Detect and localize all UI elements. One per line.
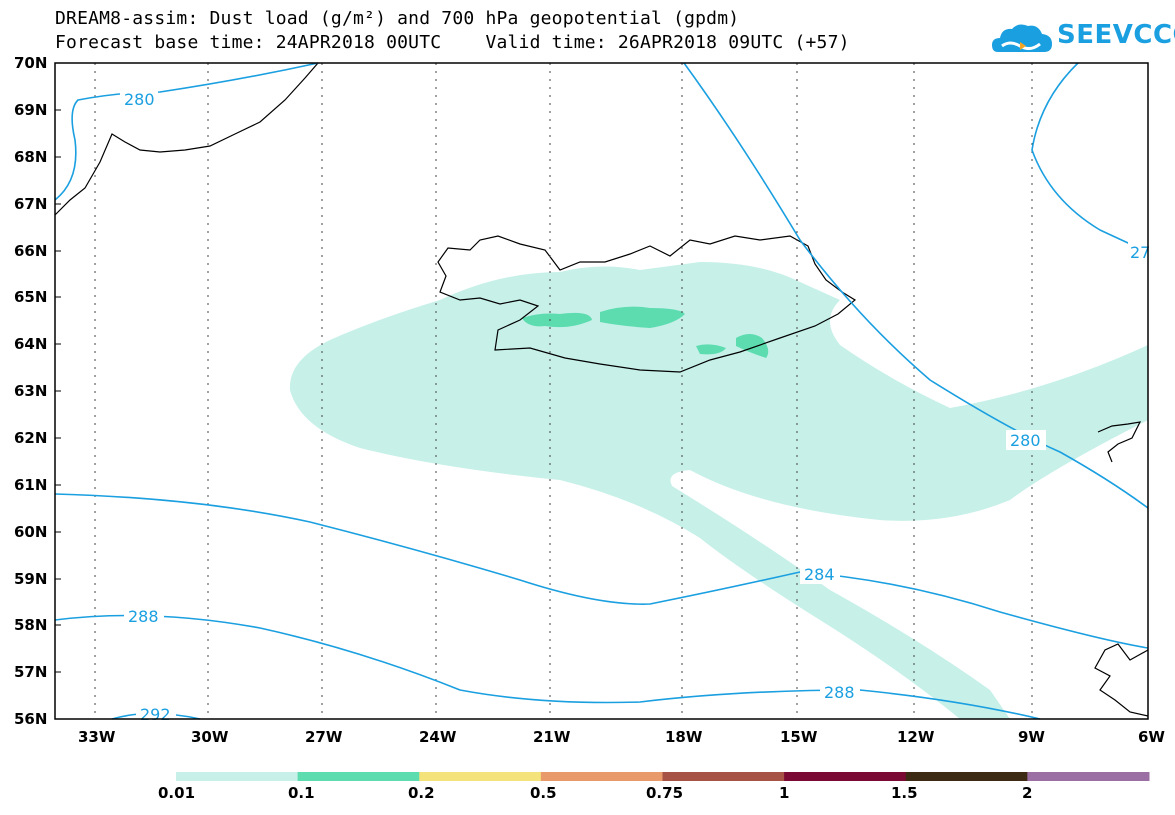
contour-label-280a: 280 — [124, 90, 155, 109]
colorbar-label: 0.1 — [288, 784, 315, 802]
contour-label-280b: 280 — [1010, 431, 1041, 450]
dust-patch-1 — [522, 312, 592, 328]
colorbar-label: 0.01 — [158, 784, 195, 802]
lon-label: 30W — [191, 728, 229, 746]
lat-label: 68N — [14, 148, 47, 166]
geopotential-contours — [54, 62, 1149, 720]
colorbar-swatch — [419, 772, 542, 781]
colorbar-swatch — [662, 772, 785, 781]
contour-label-27: 27 — [1130, 243, 1150, 262]
lon-label: 21W — [533, 728, 571, 746]
dust-patch-3 — [696, 344, 726, 355]
map-subtitle: Forecast base time: 24APR2018 00UTC Vali… — [55, 32, 850, 53]
colorbar — [176, 772, 1150, 781]
colorbar-swatch — [905, 772, 1028, 781]
colorbar-label: 0.75 — [646, 784, 683, 802]
contour-label-288a: 288 — [128, 607, 159, 626]
map-title: DREAM8-assim: Dust load (g/m²) and 700 h… — [55, 8, 740, 29]
lon-label: 33W — [78, 728, 116, 746]
lat-label: 58N — [14, 616, 47, 634]
colorbar-swatch — [176, 772, 299, 781]
lat-label: 56N — [14, 710, 47, 728]
lat-label: 64N — [14, 335, 47, 353]
logo-text: SEEVCCC — [1057, 20, 1175, 50]
iceland-coast — [437, 235, 857, 373]
faroe-coast — [1097, 421, 1142, 463]
scotland-coast — [1094, 643, 1149, 717]
lat-label: 62N — [14, 429, 47, 447]
lat-label: 67N — [14, 195, 47, 213]
colorbar-label: 0.5 — [530, 784, 557, 802]
colorbar-label: 1 — [779, 784, 789, 802]
lat-label: 66N — [14, 242, 47, 260]
colorbar-swatch — [784, 772, 907, 781]
lat-label: 59N — [14, 570, 47, 588]
dust-patch-2 — [600, 306, 685, 328]
lon-label: 15W — [780, 728, 818, 746]
graticule — [94, 63, 1033, 719]
contour-label-288b: 288 — [824, 683, 855, 702]
colorbar-label: 0.2 — [408, 784, 435, 802]
longitude-axis: 33W 30W 27W 24W 21W 18W 15W 12W 9W 6W — [78, 728, 1165, 746]
greenland-coast — [54, 62, 319, 216]
lat-label: 69N — [14, 101, 47, 119]
lon-label: 24W — [419, 728, 457, 746]
cloud-logo-icon — [992, 24, 1052, 52]
lon-label: 6W — [1138, 728, 1165, 746]
lon-label: 18W — [665, 728, 703, 746]
lon-label: 12W — [897, 728, 935, 746]
lat-label: 65N — [14, 288, 47, 306]
lat-label: 60N — [14, 523, 47, 541]
colorbar-labels: 0.01 0.1 0.2 0.5 0.75 1 1.5 2 — [158, 784, 1032, 802]
contour-label-284: 284 — [804, 565, 835, 584]
lat-label: 61N — [14, 476, 47, 494]
colorbar-swatch — [297, 772, 420, 781]
lon-label: 9W — [1018, 728, 1045, 746]
contour-label-292: 292 — [140, 705, 171, 724]
lat-label: 57N — [14, 663, 47, 681]
colorbar-swatch — [540, 772, 663, 781]
colorbar-label: 1.5 — [891, 784, 918, 802]
lat-label: 70N — [14, 54, 47, 72]
colorbar-swatch — [1027, 772, 1150, 781]
dust-plume-low — [289, 262, 1149, 719]
lat-label: 63N — [14, 382, 47, 400]
latitude-axis: 70N 69N 68N 67N 66N 65N 64N 63N 62N 61N … — [14, 54, 61, 728]
colorbar-label: 2 — [1022, 784, 1032, 802]
lon-label: 27W — [305, 728, 343, 746]
dust-patch-4 — [736, 334, 769, 358]
